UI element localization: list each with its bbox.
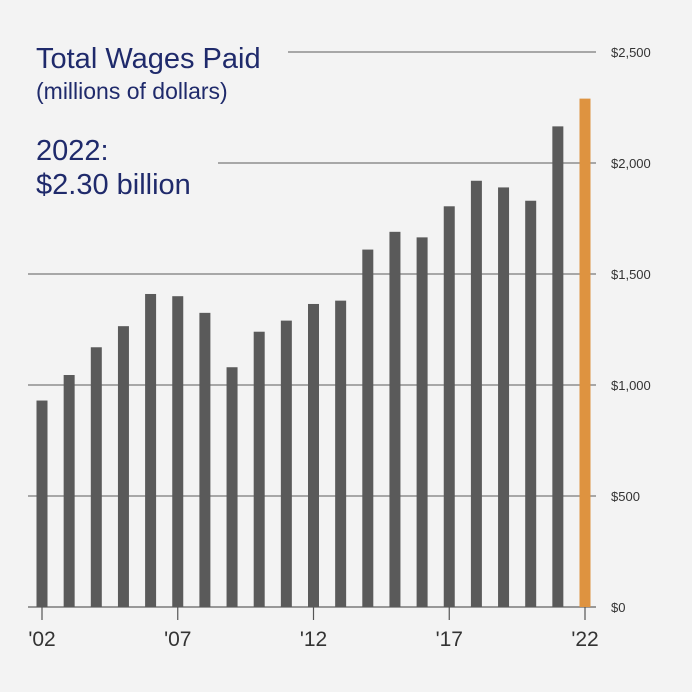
bar-2019 (498, 187, 510, 608)
title-block: Total Wages Paid (millions of dollars) (36, 42, 261, 106)
y-axis-ticks: $0 $500 $1,000 $1,500 $2,000 $2,500 (611, 45, 651, 615)
bar-2015 (389, 231, 401, 607)
y-tick-label: $2,000 (611, 156, 651, 171)
bar-2018 (470, 180, 482, 607)
highlight-annotation: 2022: $2.30 billion (36, 134, 191, 202)
bar-2010 (253, 331, 265, 607)
bar-2012 (308, 303, 319, 607)
bar-2008 (199, 312, 211, 607)
bar-2002 (36, 400, 48, 607)
chart-title: Total Wages Paid (36, 43, 261, 75)
bar-2017 (443, 206, 455, 608)
y-tick-label: $1,000 (611, 378, 651, 393)
bar-2009 (226, 367, 238, 607)
bar-2003 (63, 375, 75, 607)
bar-2004 (90, 347, 102, 607)
bar-2013 (335, 300, 347, 607)
bar-2006 (145, 293, 157, 607)
y-tick-label: $500 (611, 489, 640, 504)
x-tick-label: '17 (436, 628, 463, 651)
y-tick-label: $1,500 (611, 267, 651, 282)
x-tick-label: '02 (28, 628, 55, 651)
bar-2005 (117, 326, 129, 607)
y-tick-label: $0 (611, 600, 625, 615)
x-tick-label: '22 (571, 628, 598, 651)
bar-2014 (362, 249, 374, 607)
bar-2011 (280, 320, 292, 607)
bars (36, 98, 591, 608)
bar-2016 (416, 237, 428, 607)
bar-2022 (579, 98, 591, 608)
bar-2007 (172, 296, 184, 607)
highlight-value-label: $2.30 billion (36, 169, 191, 201)
x-tick-label: '07 (164, 628, 191, 651)
bar-2021 (552, 126, 564, 608)
x-axis-ticks: '02 '07 '12 '17 '22 (28, 607, 599, 651)
x-tick-label: '12 (300, 628, 327, 651)
bar-2020 (525, 200, 537, 608)
highlight-year-label: 2022: (36, 135, 109, 167)
chart-subtitle: (millions of dollars) (36, 78, 228, 104)
y-tick-label: $2,500 (611, 45, 651, 60)
